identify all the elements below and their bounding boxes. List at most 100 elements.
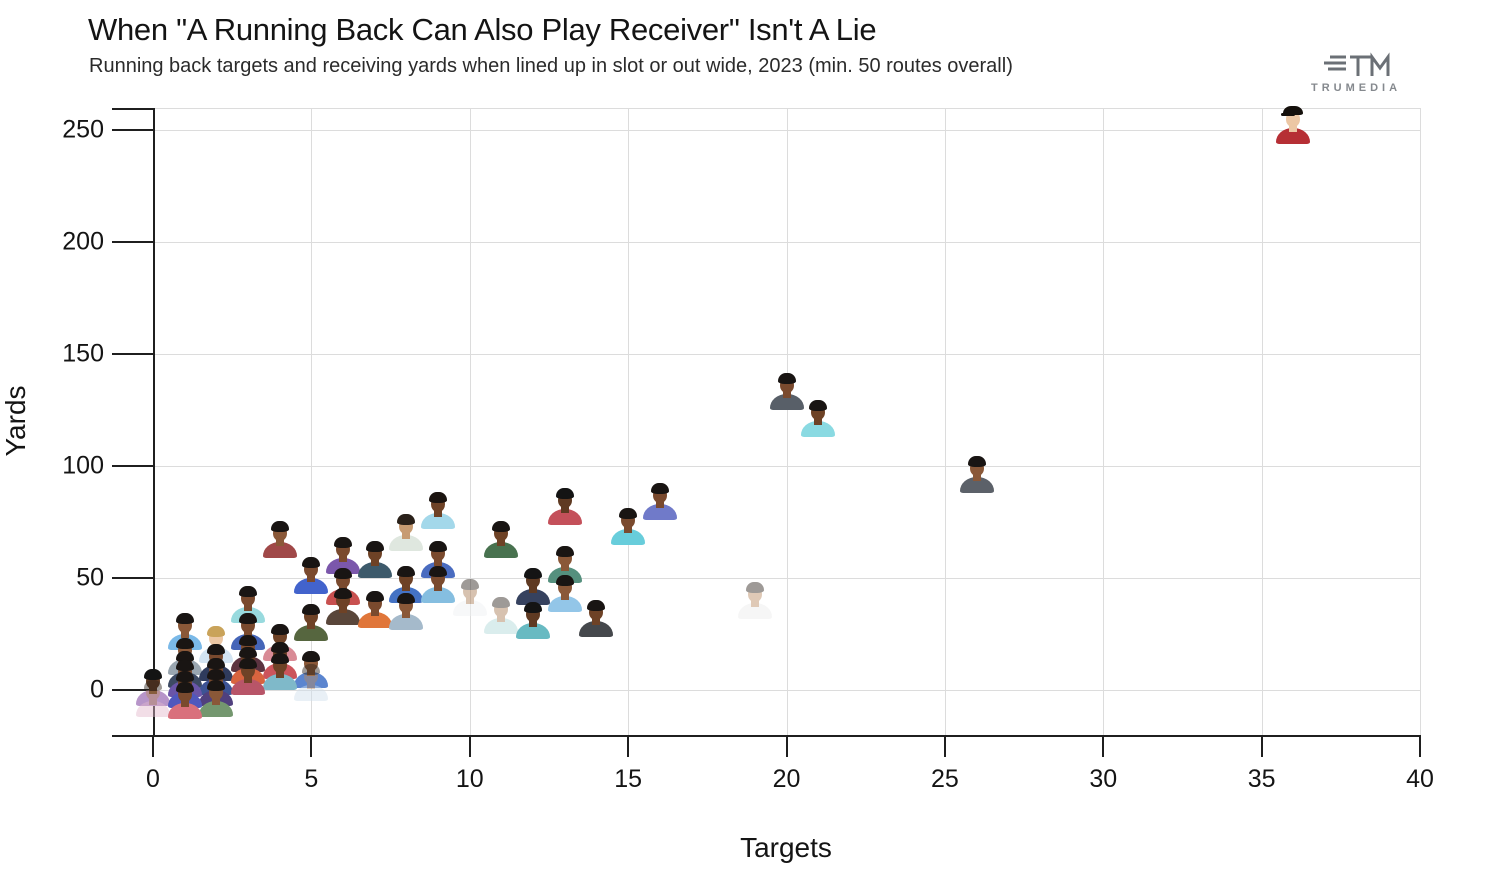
player-headshot [611, 507, 646, 547]
x-axis-title: Targets [740, 832, 832, 863]
trumedia-logo-text: TRUMEDIA [1310, 82, 1402, 94]
player-hair [745, 581, 764, 593]
player-headshot [167, 681, 202, 721]
player-neck [402, 531, 411, 540]
player-hair [207, 680, 226, 692]
player-face [494, 600, 509, 618]
player-jersey [294, 578, 329, 594]
player-neck [592, 616, 601, 625]
player-headshot [959, 455, 994, 495]
x-tick-label: 10 [455, 765, 484, 793]
player-hair [429, 541, 448, 553]
player-headshot [737, 581, 772, 621]
player-neck [307, 668, 316, 677]
player-headshot [136, 679, 170, 719]
player-jersey [769, 394, 804, 411]
player-neck [465, 596, 474, 605]
x-tick-mark [1102, 735, 1105, 757]
player-jersey [547, 508, 582, 525]
gridline-horizontal [153, 578, 1420, 580]
x-tick-mark [1419, 735, 1421, 757]
player-hair [365, 590, 384, 602]
player-neck [972, 473, 981, 482]
player-hair [555, 574, 574, 586]
player-headshot [326, 536, 361, 576]
player-headshot [547, 574, 582, 614]
x-tick-label: 35 [1247, 765, 1276, 793]
player-hair [270, 521, 289, 533]
gridline-vertical [1103, 108, 1105, 735]
y-tick-label: 0 [90, 675, 104, 704]
player-jersey [579, 620, 614, 637]
player-headshot [199, 679, 234, 719]
player-jersey [357, 562, 392, 579]
gridline-horizontal [153, 354, 1420, 356]
y-tick-label: 100 [62, 451, 104, 480]
y-tick-label: 50 [76, 563, 104, 592]
y-axis-spine [153, 108, 155, 735]
player-jersey [452, 600, 487, 617]
player-headshot [801, 399, 836, 439]
player-hair [207, 644, 226, 656]
player-jersey [484, 542, 519, 559]
x-tick-mark [627, 735, 630, 757]
player-neck [275, 670, 284, 679]
x-tick-label: 15 [614, 765, 643, 793]
player-headshot [262, 652, 297, 692]
player-neck [434, 558, 443, 567]
gridline-vertical [786, 108, 788, 735]
player-hair [175, 637, 194, 649]
player-headshot [389, 592, 424, 632]
player-headshot [516, 567, 551, 607]
player-headshot [452, 578, 487, 618]
player-hair [175, 612, 194, 624]
player-jersey [231, 678, 266, 695]
player-hair [397, 592, 416, 604]
player-hair [967, 456, 986, 468]
player-neck [402, 609, 411, 618]
player-neck [529, 618, 538, 627]
player-hair [397, 514, 416, 526]
player-neck [370, 607, 379, 616]
player-hair [302, 604, 321, 616]
player-hair [302, 557, 321, 568]
player-headshot [262, 520, 297, 560]
y-tick-mark [112, 465, 153, 468]
player-hair [809, 400, 828, 412]
player-jersey [389, 535, 424, 552]
player-hair [239, 612, 258, 624]
player-neck [402, 582, 411, 591]
x-tick-label: 20 [772, 765, 801, 793]
player-neck [307, 574, 316, 582]
player-jersey [326, 557, 361, 574]
player-neck [244, 603, 253, 612]
x-tick-mark [468, 735, 471, 757]
player-neck [180, 699, 189, 708]
player-hair [460, 579, 479, 591]
player-jersey [167, 703, 202, 720]
gridline-vertical [1261, 108, 1263, 735]
player-neck [497, 614, 506, 623]
player-cap [1283, 105, 1304, 115]
player-headshot [294, 603, 329, 643]
player-neck [814, 417, 823, 426]
player-hair [207, 668, 226, 680]
player-hair [302, 651, 321, 663]
player-neck [244, 674, 253, 683]
player-headshot [1276, 105, 1311, 146]
player-hair [429, 565, 448, 577]
y-axis-top-cap [112, 108, 153, 110]
page-title: When "A Running Back Can Also Play Recei… [88, 12, 877, 47]
player-jersey [611, 528, 646, 545]
player-headshot [294, 556, 329, 596]
player-neck [529, 585, 538, 594]
player-jersey [547, 595, 582, 612]
player-neck [339, 605, 348, 614]
player-jersey [294, 685, 329, 702]
player-headshot [547, 487, 582, 527]
gridline-horizontal [153, 130, 1420, 132]
player-jersey [642, 504, 677, 521]
player-headshot [136, 668, 170, 708]
